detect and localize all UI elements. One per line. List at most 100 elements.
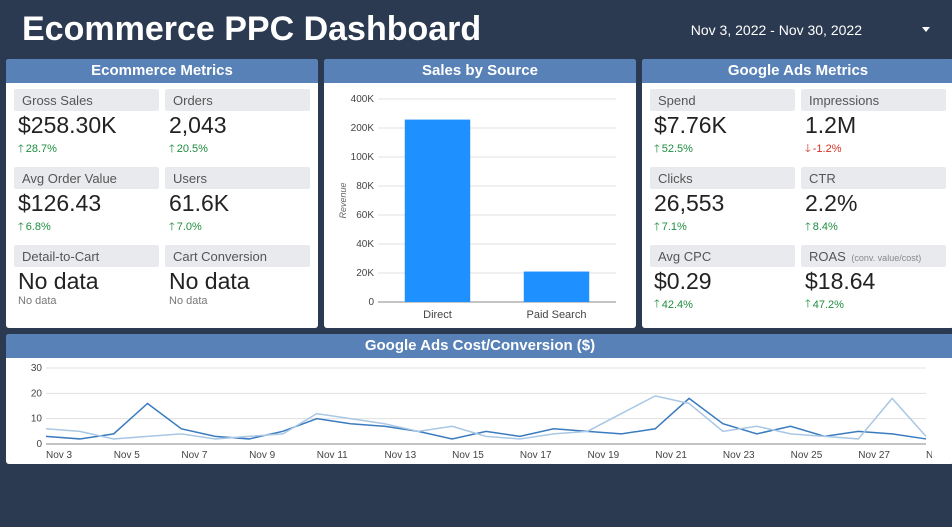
sales-bar-chart: 020K40K60K80K100K200K400KRevenueDirectPa…	[324, 83, 636, 328]
svg-text:Paid Search: Paid Search	[527, 309, 587, 321]
kpi-change: 🡑 42.4%	[650, 295, 795, 316]
arrow-up-icon: 🡑	[169, 218, 175, 237]
svg-text:Revenue: Revenue	[338, 182, 348, 218]
sales-by-source-panel: Sales by Source 020K40K60K80K100K200K400…	[324, 59, 636, 328]
svg-text:Nov 27: Nov 27	[858, 450, 890, 461]
google-ads-metrics-panel: Google Ads Metrics Spend$7.76K🡑 52.5%Imp…	[642, 59, 952, 328]
svg-text:100K: 100K	[351, 152, 375, 163]
ecommerce-metrics-panel: Ecommerce Metrics Gross Sales$258.30K🡑 2…	[6, 59, 318, 328]
kpi-label: Orders	[165, 89, 310, 111]
panel-title: Google Ads Metrics	[642, 59, 952, 83]
ecommerce-kpi-grid: Gross Sales$258.30K🡑 28.7%Orders2,043🡑 2…	[6, 83, 318, 315]
kpi-card[interactable]: ROAS (conv. value/cost)$18.64🡑 47.2%	[801, 245, 946, 317]
svg-text:Nov 21: Nov 21	[655, 450, 687, 461]
svg-text:Nov 23: Nov 23	[723, 450, 755, 461]
kpi-change: 🡑 7.0%	[165, 218, 310, 239]
kpi-value: No data	[165, 267, 310, 296]
kpi-value: 2.2%	[801, 189, 946, 218]
kpi-card[interactable]: Avg Order Value$126.43🡑 6.8%	[14, 167, 159, 239]
kpi-label: CTR	[801, 167, 946, 189]
svg-text:20K: 20K	[356, 268, 374, 279]
svg-text:Nov 9: Nov 9	[249, 450, 276, 461]
kpi-change: No data	[14, 295, 159, 307]
svg-text:20: 20	[31, 388, 43, 399]
kpi-value: $126.43	[14, 189, 159, 218]
kpi-card[interactable]: Clicks26,553🡑 7.1%	[650, 167, 795, 239]
svg-text:Nov 5: Nov 5	[114, 450, 141, 461]
kpi-change: 🡑 52.5%	[650, 140, 795, 161]
svg-text:Direct: Direct	[423, 309, 452, 321]
kpi-change: No data	[165, 295, 310, 307]
bar[interactable]	[524, 272, 589, 302]
kpi-label: Avg CPC	[650, 245, 795, 267]
kpi-label: Impressions	[801, 89, 946, 111]
panel-title: Google Ads Cost/Conversion ($)	[6, 334, 952, 358]
svg-text:Nov 29: Nov 29	[926, 450, 932, 461]
kpi-sublabel: (conv. value/cost)	[849, 253, 921, 263]
kpi-change: 🡑 28.7%	[14, 140, 159, 161]
kpi-change: 🡑 8.4%	[801, 218, 946, 239]
kpi-card[interactable]: Orders2,043🡑 20.5%	[165, 89, 310, 161]
svg-text:0: 0	[36, 439, 42, 450]
kpi-label: Clicks	[650, 167, 795, 189]
kpi-card[interactable]: Cart ConversionNo dataNo data	[165, 245, 310, 308]
svg-text:0: 0	[368, 297, 374, 308]
svg-text:Nov 17: Nov 17	[520, 450, 552, 461]
arrow-up-icon: 🡑	[805, 295, 811, 314]
date-range-picker[interactable]: Nov 3, 2022 - Nov 30, 2022	[691, 22, 930, 38]
dashboard-header: Ecommerce PPC Dashboard Nov 3, 2022 - No…	[0, 0, 952, 53]
svg-text:40K: 40K	[356, 239, 374, 250]
kpi-value: $258.30K	[14, 111, 159, 140]
kpi-label: Avg Order Value	[14, 167, 159, 189]
svg-text:200K: 200K	[351, 123, 375, 134]
svg-text:Nov 15: Nov 15	[452, 450, 484, 461]
kpi-card[interactable]: Spend$7.76K🡑 52.5%	[650, 89, 795, 161]
svg-text:10: 10	[31, 414, 43, 425]
date-range-text: Nov 3, 2022 - Nov 30, 2022	[691, 22, 862, 38]
dashboard-grid: Ecommerce Metrics Gross Sales$258.30K🡑 2…	[0, 53, 952, 464]
svg-text:Nov 13: Nov 13	[384, 450, 416, 461]
arrow-up-icon: 🡑	[169, 140, 175, 159]
cost-conversion-line-chart: 0102030Nov 3Nov 5Nov 7Nov 9Nov 11Nov 13N…	[6, 358, 952, 464]
kpi-card[interactable]: Detail-to-CartNo dataNo data	[14, 245, 159, 308]
kpi-card[interactable]: Users61.6K🡑 7.0%	[165, 167, 310, 239]
kpi-value: $7.76K	[650, 111, 795, 140]
svg-text:Nov 25: Nov 25	[791, 450, 823, 461]
kpi-value: $0.29	[650, 267, 795, 296]
svg-text:Nov 7: Nov 7	[181, 450, 208, 461]
kpi-value: 61.6K	[165, 189, 310, 218]
svg-text:400K: 400K	[351, 94, 375, 105]
google-ads-kpi-grid: Spend$7.76K🡑 52.5%Impressions1.2M🡓 -1.2%…	[642, 83, 952, 324]
kpi-value: 26,553	[650, 189, 795, 218]
kpi-label: Cart Conversion	[165, 245, 310, 267]
line-series[interactable]	[46, 396, 926, 439]
chevron-down-icon	[922, 27, 930, 32]
kpi-value: $18.64	[801, 267, 946, 296]
arrow-up-icon: 🡑	[18, 140, 24, 159]
kpi-card[interactable]: Impressions1.2M🡓 -1.2%	[801, 89, 946, 161]
kpi-card[interactable]: CTR2.2%🡑 8.4%	[801, 167, 946, 239]
kpi-card[interactable]: Avg CPC$0.29🡑 42.4%	[650, 245, 795, 317]
arrow-up-icon: 🡑	[18, 218, 24, 237]
kpi-change: 🡑 20.5%	[165, 140, 310, 161]
kpi-label: Detail-to-Cart	[14, 245, 159, 267]
panel-title: Ecommerce Metrics	[6, 59, 318, 83]
svg-text:Nov 11: Nov 11	[317, 450, 348, 461]
kpi-label: Users	[165, 167, 310, 189]
kpi-change: 🡑 47.2%	[801, 295, 946, 316]
cost-conversion-panel: Google Ads Cost/Conversion ($) 0102030No…	[6, 334, 952, 464]
kpi-change: 🡓 -1.2%	[801, 140, 946, 161]
page-title: Ecommerce PPC Dashboard	[22, 10, 481, 49]
svg-text:Nov 19: Nov 19	[588, 450, 620, 461]
arrow-up-icon: 🡑	[654, 218, 660, 237]
kpi-label: Spend	[650, 89, 795, 111]
kpi-card[interactable]: Gross Sales$258.30K🡑 28.7%	[14, 89, 159, 161]
arrow-up-icon: 🡑	[654, 295, 660, 314]
bar[interactable]	[405, 120, 470, 302]
kpi-value: 2,043	[165, 111, 310, 140]
arrow-up-icon: 🡑	[805, 218, 811, 237]
panel-title: Sales by Source	[324, 59, 636, 83]
svg-text:60K: 60K	[356, 210, 374, 221]
arrow-down-icon: 🡓	[805, 140, 811, 159]
kpi-value: 1.2M	[801, 111, 946, 140]
